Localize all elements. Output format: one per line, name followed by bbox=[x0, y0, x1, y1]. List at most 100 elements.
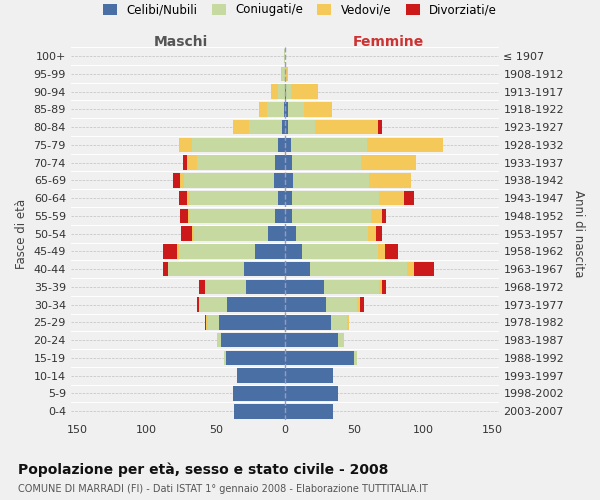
Bar bbox=[404, 191, 413, 206]
Bar bbox=[163, 262, 167, 276]
Bar bbox=[267, 102, 284, 117]
Bar bbox=[199, 280, 205, 294]
Bar bbox=[208, 315, 218, 330]
Bar bbox=[205, 315, 206, 330]
Bar bbox=[379, 280, 382, 294]
Bar bbox=[275, 208, 285, 223]
Bar bbox=[285, 244, 302, 258]
Bar bbox=[288, 102, 304, 117]
Bar bbox=[197, 156, 275, 170]
Bar bbox=[379, 191, 404, 206]
Bar bbox=[282, 66, 285, 81]
Bar bbox=[227, 298, 285, 312]
Bar bbox=[347, 315, 349, 330]
Bar bbox=[382, 280, 386, 294]
Bar bbox=[193, 138, 278, 152]
Bar bbox=[179, 138, 193, 152]
Bar bbox=[292, 156, 361, 170]
Bar bbox=[285, 173, 293, 188]
Bar bbox=[233, 386, 285, 401]
Bar bbox=[413, 262, 434, 276]
Bar bbox=[184, 173, 274, 188]
Bar bbox=[268, 226, 285, 241]
Bar bbox=[244, 262, 285, 276]
Bar bbox=[285, 226, 296, 241]
Bar bbox=[377, 244, 385, 258]
Bar bbox=[190, 191, 278, 206]
Bar bbox=[188, 208, 190, 223]
Text: Popolazione per età, sesso e stato civile - 2008: Popolazione per età, sesso e stato civil… bbox=[18, 462, 388, 477]
Bar bbox=[376, 226, 382, 241]
Bar bbox=[290, 138, 367, 152]
Bar bbox=[296, 226, 368, 241]
Bar bbox=[193, 226, 194, 241]
Bar bbox=[288, 120, 316, 134]
Bar bbox=[187, 156, 197, 170]
Bar bbox=[206, 315, 208, 330]
Bar bbox=[194, 226, 268, 241]
Bar bbox=[285, 315, 331, 330]
Bar bbox=[292, 208, 371, 223]
Bar bbox=[285, 191, 292, 206]
Bar bbox=[236, 368, 285, 383]
Bar bbox=[218, 315, 285, 330]
Bar bbox=[224, 350, 226, 366]
Bar bbox=[304, 102, 332, 117]
Bar bbox=[285, 350, 354, 366]
Bar bbox=[285, 208, 292, 223]
Bar bbox=[370, 173, 411, 188]
Bar bbox=[367, 138, 443, 152]
Y-axis label: Fasce di età: Fasce di età bbox=[15, 198, 28, 268]
Bar bbox=[181, 226, 193, 241]
Bar bbox=[290, 84, 318, 99]
Legend: Celibi/Nubili, Coniugati/e, Vedovi/e, Divorziati/e: Celibi/Nubili, Coniugati/e, Vedovi/e, Di… bbox=[100, 1, 500, 18]
Bar bbox=[249, 120, 282, 134]
Bar bbox=[281, 66, 282, 81]
Bar bbox=[233, 120, 249, 134]
Bar bbox=[285, 298, 326, 312]
Bar bbox=[271, 84, 278, 99]
Bar bbox=[316, 120, 377, 134]
Bar bbox=[199, 298, 227, 312]
Bar bbox=[368, 226, 376, 241]
Y-axis label: Anni di nascita: Anni di nascita bbox=[572, 190, 585, 278]
Bar bbox=[285, 66, 288, 81]
Bar bbox=[324, 280, 379, 294]
Bar bbox=[282, 120, 285, 134]
Bar bbox=[285, 156, 292, 170]
Bar bbox=[382, 208, 386, 223]
Bar bbox=[177, 244, 179, 258]
Bar bbox=[292, 191, 379, 206]
Bar bbox=[285, 102, 288, 117]
Bar bbox=[284, 102, 285, 117]
Bar bbox=[234, 404, 285, 418]
Bar bbox=[180, 173, 184, 188]
Bar bbox=[285, 280, 324, 294]
Bar bbox=[226, 350, 285, 366]
Bar bbox=[217, 333, 221, 347]
Bar bbox=[284, 49, 285, 64]
Bar bbox=[286, 84, 290, 99]
Bar bbox=[293, 173, 370, 188]
Bar bbox=[278, 138, 285, 152]
Bar bbox=[285, 368, 334, 383]
Bar bbox=[187, 191, 190, 206]
Bar bbox=[285, 138, 290, 152]
Bar bbox=[163, 244, 177, 258]
Bar bbox=[285, 262, 310, 276]
Bar bbox=[407, 262, 413, 276]
Bar bbox=[278, 84, 285, 99]
Bar bbox=[275, 156, 285, 170]
Bar bbox=[278, 191, 285, 206]
Text: Femmine: Femmine bbox=[353, 35, 424, 49]
Bar bbox=[385, 244, 398, 258]
Bar bbox=[377, 120, 382, 134]
Bar bbox=[183, 156, 187, 170]
Bar bbox=[247, 280, 285, 294]
Bar bbox=[310, 262, 407, 276]
Bar bbox=[179, 244, 254, 258]
Bar bbox=[285, 386, 338, 401]
Bar bbox=[259, 102, 267, 117]
Bar bbox=[167, 262, 244, 276]
Bar bbox=[190, 208, 275, 223]
